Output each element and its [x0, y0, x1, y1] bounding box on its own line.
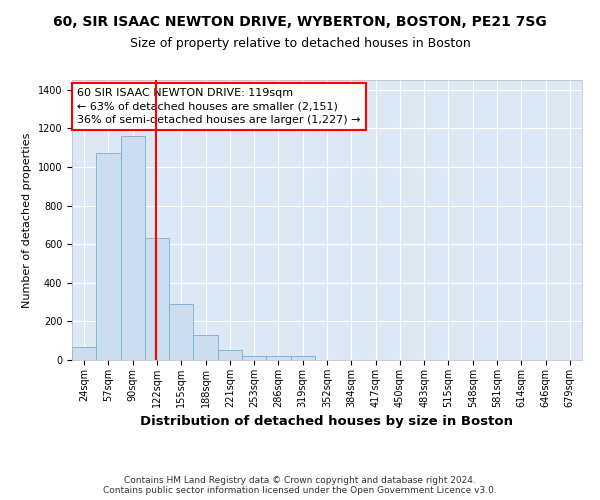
Bar — [242, 356, 266, 360]
Y-axis label: Number of detached properties: Number of detached properties — [22, 132, 32, 308]
Bar — [121, 136, 145, 360]
Bar — [218, 350, 242, 360]
Text: Size of property relative to detached houses in Boston: Size of property relative to detached ho… — [130, 38, 470, 51]
Text: Contains HM Land Registry data © Crown copyright and database right 2024.
Contai: Contains HM Land Registry data © Crown c… — [103, 476, 497, 495]
Bar — [96, 154, 121, 360]
Text: 60, SIR ISAAC NEWTON DRIVE, WYBERTON, BOSTON, PE21 7SG: 60, SIR ISAAC NEWTON DRIVE, WYBERTON, BO… — [53, 15, 547, 29]
Bar — [290, 356, 315, 360]
Text: 60 SIR ISAAC NEWTON DRIVE: 119sqm
← 63% of detached houses are smaller (2,151)
3: 60 SIR ISAAC NEWTON DRIVE: 119sqm ← 63% … — [77, 88, 361, 125]
Bar — [145, 238, 169, 360]
Bar — [266, 356, 290, 360]
Bar — [72, 348, 96, 360]
X-axis label: Distribution of detached houses by size in Boston: Distribution of detached houses by size … — [140, 416, 514, 428]
Bar — [169, 304, 193, 360]
Bar — [193, 335, 218, 360]
